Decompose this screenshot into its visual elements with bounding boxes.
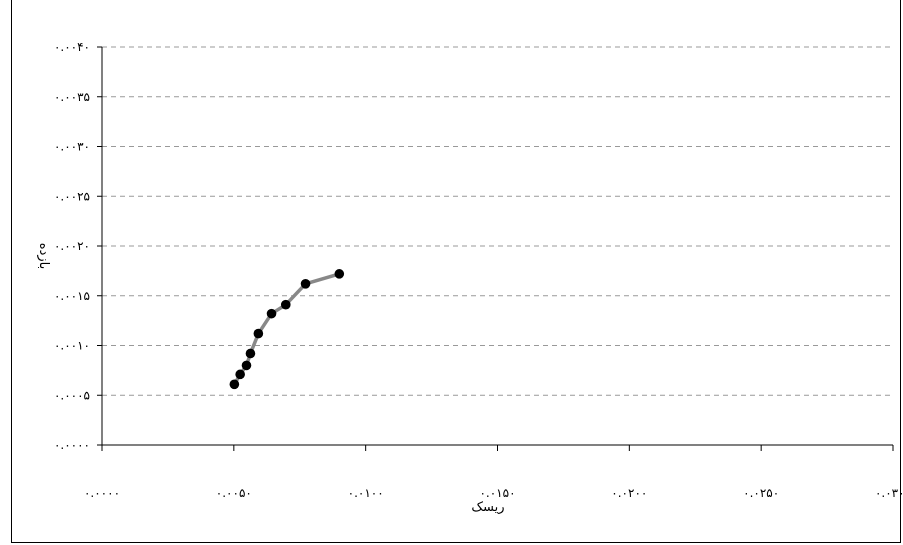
x-axis-ticks: ۰.۰۰۰۰ ۰.۰۰۵۰ ۰.۰۱۰۰ ۰.۰۱۵۰ ۰.۰۲۰۰ ۰.۰۲۵۰ ۰.۰۳… (84, 445, 903, 500)
chart-frame (11, 0, 901, 543)
data-point (280, 299, 291, 310)
y-axis-ticks: ۰.۰۰۰۰ ۰.۰۰۰۵ ۰.۰۰۱۰ ۰.۰۰۱۵ ۰.۰۰۲۰ ۰.۰۰۲۵ ۰.۰۰… (54, 40, 102, 452)
data-point (266, 308, 277, 319)
x-tick-label: ۰.۰۰۰۰ (84, 486, 120, 500)
data-point (300, 279, 311, 289)
x-tick-label: ۰.۰۲۰۰ (611, 486, 647, 500)
data-point (229, 379, 240, 390)
y-tick-label: ۰.۰۰۲۰ (54, 239, 90, 253)
y-tick-label: ۰.۰۰۴۰ (54, 40, 90, 54)
y-tick-label: ۰.۰۰۰۵ (54, 388, 90, 402)
data-point (235, 369, 245, 380)
x-axis-title: ریسک (471, 500, 504, 515)
y-tick-label: ۰.۰۰۳۰ (54, 140, 90, 154)
x-tick-label: ۰.۰۱۵۰ (479, 486, 515, 500)
data-point (334, 269, 345, 279)
y-tick-label: ۰.۰۰۰۰ (54, 438, 90, 452)
y-tick-label: ۰.۰۰۳۵ (54, 90, 90, 104)
x-tick-label: ۰.۰۲۵۰ (743, 486, 779, 500)
y-tick-label: ۰.۰۰۲۵ (54, 189, 90, 203)
data-point (253, 328, 264, 339)
y-axis-title: بازده (36, 243, 51, 269)
gridlines (102, 46, 893, 396)
data-point (245, 348, 256, 359)
data-point (241, 360, 252, 371)
series-layer (229, 269, 345, 390)
y-tick-label: ۰.۰۰۱۵ (54, 289, 90, 303)
x-tick-label: ۰.۰۱۰۰ (348, 486, 384, 500)
y-tick-label: ۰.۰۰۱۰ (54, 339, 90, 353)
x-tick-label: ۰.۰۰۵۰ (216, 486, 252, 500)
